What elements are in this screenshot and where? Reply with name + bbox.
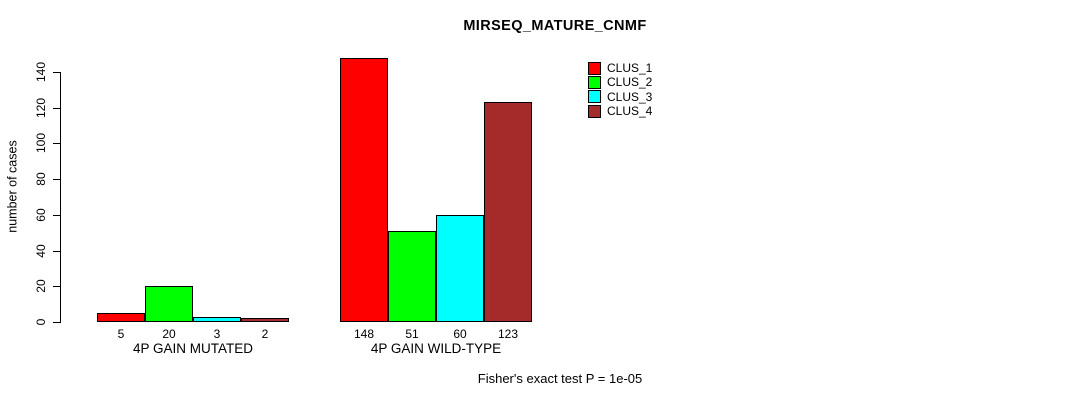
bar-clus_3-mutated	[193, 317, 241, 322]
y-tick-label: 0	[34, 318, 48, 326]
y-tick-mark	[53, 72, 60, 73]
y-tick-mark	[53, 179, 60, 181]
legend-swatch-clus_1	[588, 61, 601, 75]
y-tick-label: 80	[34, 172, 48, 186]
legend-swatch-clus_4	[588, 104, 601, 118]
legend-label: CLUS_3	[607, 89, 653, 104]
bar-value-label: 148	[353, 327, 375, 341]
bar-clus_3-wildtype	[436, 215, 484, 322]
y-tick-label: 100	[34, 133, 48, 154]
legend-row: CLUS_3	[588, 90, 652, 104]
footnote: Fisher's exact test P = 1e-05	[477, 371, 643, 386]
legend-swatch-clus_3	[588, 90, 601, 104]
bar-value-label: 51	[405, 327, 419, 341]
y-tick-label: 120	[34, 97, 48, 118]
bar-value-label: 3	[213, 327, 221, 341]
y-axis-line	[60, 72, 61, 323]
legend-swatch-clus_2	[588, 75, 601, 89]
y-tick-mark	[53, 143, 60, 145]
legend-row: CLUS_2	[588, 75, 652, 89]
bar-value-label: 2	[261, 327, 269, 341]
bar-clus_2-mutated	[145, 286, 193, 322]
y-tick-mark	[53, 107, 60, 109]
x-category-label: 4P GAIN WILD-TYPE	[370, 341, 502, 356]
bar-value-label: 5	[117, 327, 125, 341]
y-tick-mark	[53, 286, 60, 288]
bar-clus_1-wildtype	[340, 58, 388, 322]
y-tick-mark	[53, 250, 60, 252]
bar-value-label: 20	[162, 327, 176, 341]
y-tick-label: 140	[34, 61, 48, 83]
legend-label: CLUS_1	[607, 61, 653, 76]
legend-row: CLUS_4	[588, 104, 652, 118]
bar-clus_1-mutated	[97, 313, 145, 322]
y-axis-label: number of cases	[5, 140, 20, 233]
legend: CLUS_1 CLUS_2 CLUS_3 CLUS_4	[588, 61, 652, 118]
bar-clus_2-wildtype	[388, 231, 436, 322]
legend-row: CLUS_1	[588, 61, 652, 75]
y-tick-mark	[53, 322, 60, 323]
legend-label: CLUS_2	[607, 75, 653, 90]
y-tick-label: 20	[34, 279, 48, 293]
bar-value-label: 60	[453, 327, 467, 341]
x-category-label: 4P GAIN MUTATED	[132, 341, 254, 356]
bar-clus_4-wildtype	[484, 102, 532, 322]
bar-value-label: 123	[497, 327, 519, 341]
y-tick-label: 40	[34, 243, 48, 258]
chart-title: MIRSEQ_MATURE_CNMF	[463, 18, 647, 34]
bar-clus_4-mutated	[241, 318, 289, 322]
legend-label: CLUS_4	[607, 104, 653, 119]
y-tick-mark	[53, 214, 60, 216]
y-tick-label: 60	[34, 208, 48, 222]
